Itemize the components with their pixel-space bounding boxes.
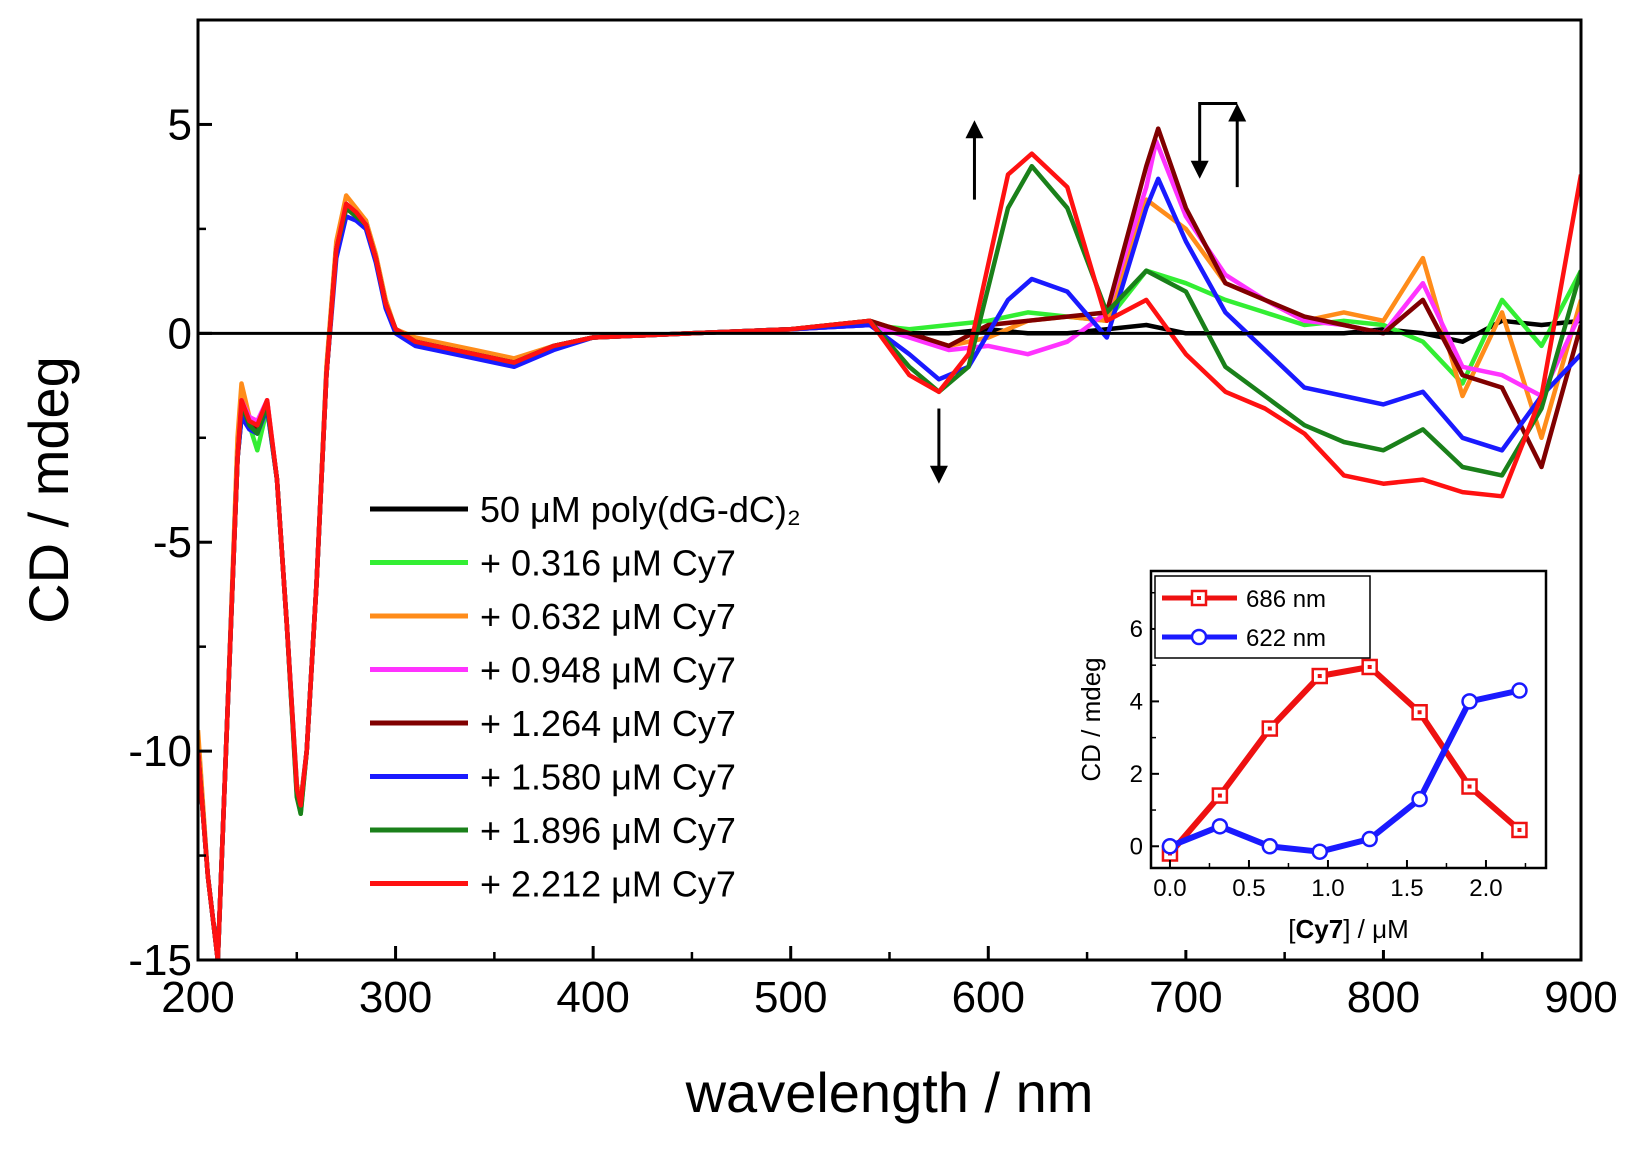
- inset-legend-label-1: 622 nm: [1246, 625, 1326, 652]
- inset-marker-circle: [1511, 682, 1528, 699]
- inset-x-tick-label: 0.5: [1232, 875, 1265, 902]
- bent-arrow-down-head: [1190, 160, 1209, 179]
- y-tick-label: 5: [168, 100, 192, 149]
- legend-label-4: + 1.264 μM Cy7: [480, 703, 736, 744]
- x-tick-label: 500: [754, 973, 827, 1022]
- inset-x-axis-title: [Cy7] / μM: [1288, 914, 1408, 944]
- x-tick-label: 600: [952, 973, 1025, 1022]
- x-tick-label: 800: [1347, 973, 1420, 1022]
- y-tick-label: 0: [168, 309, 192, 358]
- main-plot: 200 300 400 500 600 700 800 900 -15 -10 -5 0 5 wavel…: [17, 18, 1618, 1124]
- down-arrow-head: [929, 465, 948, 484]
- inset-x-tick-label: 2.0: [1469, 875, 1502, 902]
- inset-marker-circle: [1311, 843, 1328, 860]
- inset-y-tick-label: 2: [1130, 761, 1143, 788]
- inset-marker-dot: [1467, 784, 1472, 789]
- inset-marker-dot: [1267, 726, 1272, 731]
- inset-marker-dot: [1367, 664, 1372, 669]
- main-y-axis-title: CD / mdeg: [17, 356, 80, 624]
- inset-x-axis-title-bold: Cy7: [1295, 914, 1343, 944]
- trend-arrows: [929, 102, 1247, 484]
- inset-marker-dot: [1417, 710, 1422, 715]
- legend-label-5: + 1.580 μM Cy7: [480, 757, 736, 798]
- legend-label-6: + 1.896 μM Cy7: [480, 810, 736, 851]
- x-tick-label: 700: [1149, 973, 1222, 1022]
- bent-arrow-up-head: [1228, 103, 1247, 122]
- inset-axis-ticks: 0.0 0.5 1.0 1.5 2.0 0 2 4 6: [1130, 591, 1527, 902]
- main-legend: 50 μM poly(dG-dC)₂ + 0.316 μM Cy7 + 0.632 …: [370, 489, 801, 905]
- main-x-axis-title: wavelength / nm: [685, 1061, 1094, 1124]
- inset-legend: 686 nm 622 nm: [1154, 575, 1371, 659]
- inset-series-line-0: [1167, 664, 1522, 856]
- inset-marker-circle: [1261, 838, 1279, 855]
- inset-y-tick-label: 6: [1130, 616, 1143, 643]
- y-tick-label: -10: [128, 727, 192, 776]
- inset-marker-circle: [1161, 838, 1179, 855]
- inset-plot-frame: [1149, 569, 1548, 870]
- inset-y-tick-label: 0: [1130, 833, 1143, 860]
- x-tick-label: 400: [556, 973, 629, 1022]
- legend-label-0: 50 μM poly(dG-dC)₂: [480, 489, 801, 530]
- inset-series-line-1: [1168, 687, 1521, 855]
- inset-legend-label-0: 686 nm: [1246, 586, 1326, 613]
- inset-legend-marker-dot: [1197, 596, 1201, 600]
- inset-y-axis-title: CD / mdeg: [1076, 657, 1106, 781]
- series-line-7: [198, 151, 1581, 960]
- inset-series-group: [1161, 658, 1528, 862]
- inset-marker-circle: [1361, 830, 1378, 848]
- inset-y-tick-label: 4: [1130, 688, 1143, 715]
- legend-label-1: + 0.316 μM Cy7: [480, 543, 736, 584]
- main-series-group: [198, 126, 1581, 960]
- inset-marker-circle: [1411, 790, 1428, 808]
- x-tick-label: 900: [1544, 973, 1617, 1022]
- legend-label-7: + 2.212 μM Cy7: [480, 864, 736, 905]
- inset-x-axis-title-open: [: [1288, 914, 1296, 944]
- inset-marker-dot: [1317, 674, 1322, 679]
- main-axis-ticks: 200 300 400 500 600 700 800 900 -15 -10 -5 0 5: [128, 18, 1618, 1022]
- inset-plot: 0.0 0.5 1.0 1.5 2.0 0 2 4 6 [Cy7] / μM CD / mdeg…: [1060, 555, 1560, 950]
- inset-legend-box: [1154, 575, 1371, 659]
- inset-x-tick-label: 1.0: [1311, 875, 1344, 902]
- bent-arrow-shaft: [1198, 102, 1238, 165]
- inset-marker-dot: [1217, 793, 1222, 798]
- inset-x-tick-label: 1.5: [1390, 875, 1423, 902]
- inset-marker-circle: [1211, 818, 1229, 835]
- x-tick-label: 300: [359, 973, 432, 1022]
- y-tick-label: -15: [128, 936, 192, 985]
- inset-legend-marker: [1190, 628, 1208, 646]
- inset-x-tick-label: 0.0: [1153, 875, 1186, 902]
- x-tick-label: 200: [161, 973, 234, 1022]
- y-tick-label: -5: [153, 518, 192, 567]
- legend-label-2: + 0.632 μM Cy7: [480, 596, 736, 637]
- inset-marker-dot: [1517, 827, 1522, 832]
- legend-label-3: + 0.948 μM Cy7: [480, 650, 736, 691]
- inset-marker-circle: [1461, 693, 1478, 710]
- inset-x-axis-title-close: ] / μM: [1343, 914, 1409, 944]
- up-arrow-head: [965, 120, 984, 139]
